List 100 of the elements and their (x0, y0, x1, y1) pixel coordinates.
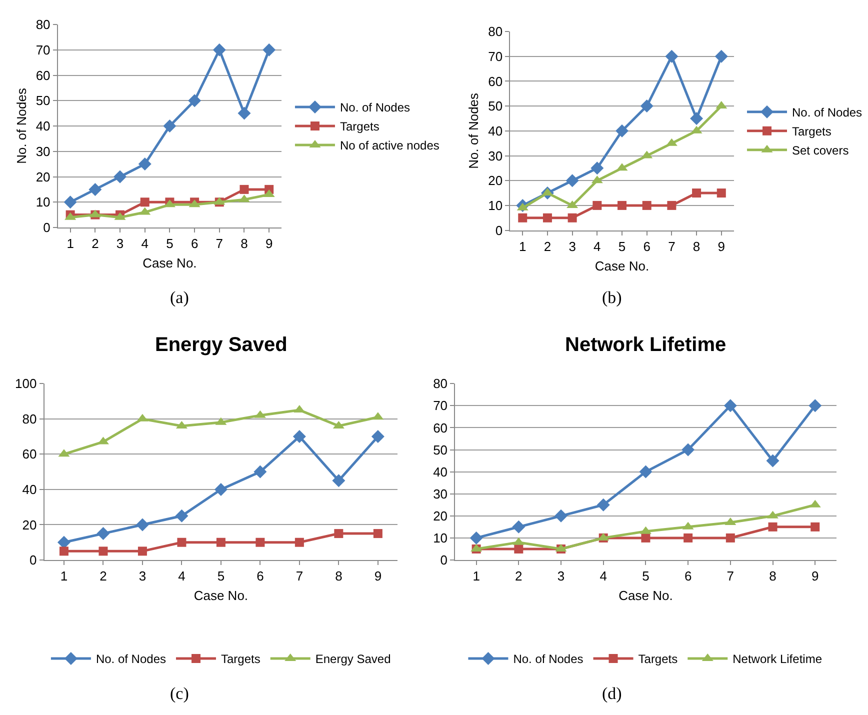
x-tick-label: 3 (138, 568, 146, 584)
point (373, 529, 382, 538)
point (641, 533, 650, 542)
y-tick-label: 20 (433, 508, 448, 524)
point (618, 200, 626, 210)
y-tick-label: 50 (488, 98, 503, 114)
x-tick-label: 5 (217, 568, 225, 584)
y-tick-label: 10 (488, 198, 503, 213)
x-tick-label: 3 (116, 236, 124, 252)
y-axis-title: No. of Nodes (14, 88, 29, 164)
x-tick-label: 9 (718, 238, 726, 254)
point (88, 182, 102, 196)
x-axis-title: Case No. (594, 258, 650, 274)
point (334, 529, 344, 538)
x-tick-label: 1 (519, 238, 526, 254)
legend-label: No. of Nodes (513, 652, 584, 666)
point (138, 158, 152, 171)
point (240, 184, 249, 194)
y-tick-label: 100 (15, 376, 37, 392)
y-tick-label: 30 (36, 144, 50, 159)
legend-label: Targets (792, 124, 832, 139)
point (714, 50, 728, 63)
point (96, 527, 110, 540)
x-tick-label: 6 (256, 568, 264, 584)
y-tick-label: 40 (36, 118, 50, 134)
x-tick-label: 5 (642, 568, 650, 584)
point (175, 509, 188, 522)
point (163, 120, 176, 132)
point (640, 100, 654, 113)
point (214, 482, 228, 496)
point (114, 170, 127, 184)
point (726, 533, 735, 542)
x-tick-label: 3 (557, 568, 565, 584)
x-tick-label: 2 (92, 236, 99, 252)
point (57, 536, 70, 549)
x-tick-label: 3 (568, 238, 576, 254)
y-tick-label: 80 (488, 24, 503, 40)
y-tick-label: 0 (43, 220, 50, 236)
y-tick-label: 60 (433, 420, 448, 436)
x-axis-title: Case No. (618, 588, 673, 604)
legend-label: Set covers (792, 144, 849, 158)
x-tick-label: 8 (769, 568, 776, 584)
x-tick-label: 6 (643, 238, 650, 254)
point (59, 546, 68, 556)
y-tick-label: 0 (495, 222, 503, 238)
point (568, 213, 577, 222)
y-tick-label: 70 (36, 42, 50, 58)
y-tick-label: 60 (22, 446, 37, 462)
x-tick-label: 8 (692, 238, 700, 254)
x-tick-label: 8 (335, 568, 342, 584)
point (724, 399, 737, 412)
point (512, 520, 526, 534)
text: (c) (170, 684, 189, 703)
point (212, 43, 226, 56)
y-tick-label: 60 (36, 68, 50, 83)
y-tick-label: 40 (488, 123, 503, 138)
point (590, 162, 604, 175)
x-tick-label: 7 (726, 568, 734, 584)
point (808, 399, 822, 412)
point (470, 531, 483, 544)
point (332, 474, 346, 488)
x-tick-label: 4 (141, 236, 148, 252)
point (682, 443, 695, 456)
x-tick-label: 2 (544, 238, 552, 254)
y-tick-label: 20 (36, 169, 50, 184)
chart-title: Network Lifetime (565, 334, 726, 356)
legend-label: No of active nodes (340, 138, 440, 153)
point (371, 430, 384, 444)
point (768, 522, 778, 532)
point (596, 498, 610, 512)
point (566, 174, 579, 188)
x-tick-label: 4 (178, 568, 186, 584)
point (292, 430, 306, 444)
x-tick-label: 1 (66, 236, 74, 252)
legend-label: No. of Nodes (96, 652, 166, 666)
y-axis-title: No. of Nodes (466, 92, 482, 169)
legend-label: Energy Saved (315, 652, 391, 666)
x-tick-label: 5 (166, 236, 174, 252)
point (554, 509, 568, 522)
x-tick-label: 1 (472, 568, 480, 584)
y-tick-label: 30 (433, 486, 448, 502)
point (639, 465, 652, 478)
y-tick-label: 20 (488, 173, 503, 188)
y-tick-label: 30 (488, 148, 503, 164)
point (140, 198, 150, 207)
point (256, 538, 265, 547)
x-tick-label: 7 (668, 238, 676, 254)
point (592, 200, 602, 210)
point (684, 533, 693, 542)
y-tick-label: 40 (433, 464, 448, 480)
y-tick-label: 50 (433, 442, 448, 458)
point (262, 43, 276, 56)
point (810, 522, 820, 532)
point (766, 454, 780, 468)
x-tick-label: 2 (100, 568, 107, 584)
point (188, 94, 202, 108)
x-tick-label: 4 (600, 568, 607, 584)
x-tick-label: 2 (515, 568, 522, 584)
x-tick-label: 8 (240, 236, 248, 252)
point (216, 538, 226, 547)
